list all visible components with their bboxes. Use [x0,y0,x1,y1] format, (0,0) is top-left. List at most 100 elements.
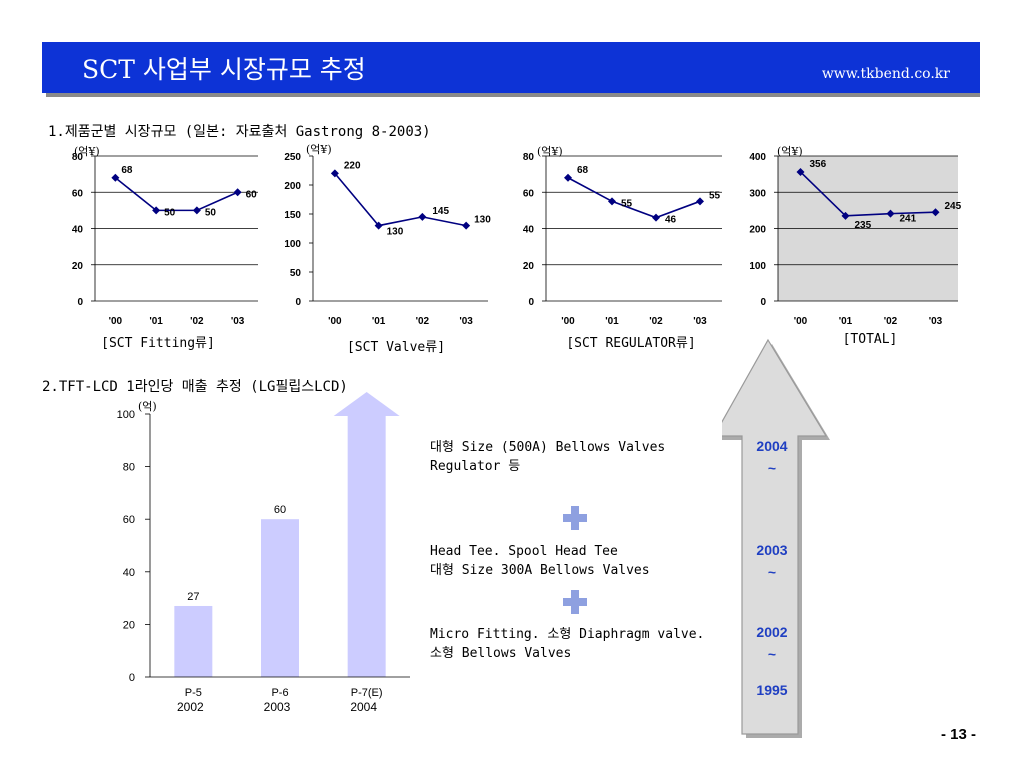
x-tick-label: '00 [794,316,808,327]
y-tick-label: 300 [749,188,766,199]
plus-icon [563,506,587,530]
x-tick-label: '02 [649,316,663,327]
fitting-caption: [SCT Fitting류] [101,336,215,351]
total-caption: [TOTAL] [842,332,898,347]
series-line [114,177,238,212]
data-point [608,197,616,206]
fitting-line-chart: 0 20 40 60 80 '00 '01 '02 '03 68 50 50 60 [72,152,258,327]
regulator-line-chart: 0 20 40 60 80 '00 '01 '02 '03 68 55 46 55 [523,152,722,327]
y-tick-label: 200 [749,225,766,236]
bar-arrow [333,392,400,677]
data-label: 241 [900,214,917,225]
bar [261,519,299,677]
regulator-unit-label: (억¥) [537,145,563,158]
x-tick-label: P-5 [185,687,202,699]
y-tick-label: 250 [284,152,301,163]
data-label: 50 [205,207,217,218]
data-point [931,208,940,217]
series-line [334,172,467,227]
y-tick-label: 80 [123,462,135,474]
data-point [192,206,201,215]
x-tick-label: '02 [416,316,430,327]
x-tick-label: '00 [561,316,575,327]
data-label: 220 [344,160,361,171]
data-point [886,209,895,218]
y-tick-label: 60 [523,188,535,199]
y-tick-label: 60 [123,514,135,526]
data-label: 68 [577,165,589,176]
data-label: 245 [945,201,962,212]
valve-line-chart: 0 50 100 150 200 250 '00 '01 '02 '03 220 130 145 130 [284,152,491,327]
header-shadow [46,93,980,97]
data-point [330,169,339,178]
fitting-unit-label: (억¥) [74,145,100,158]
y-tick-label: 0 [528,297,534,308]
x-tick-label: '01 [149,316,163,327]
data-point [696,197,704,206]
y-tick-label: 40 [523,225,535,236]
product-text-2004: 대형 Size (500A) Bellows Valves Regulator … [430,440,666,474]
data-point [841,211,850,220]
y-tick-label: 60 [72,188,84,199]
data-label: 46 [665,215,677,226]
data-label: 55 [621,198,633,209]
y-tick-label: 200 [284,181,301,192]
y-tick-label: 100 [284,239,301,250]
data-point [152,206,161,215]
x-tick-year-label: 2004 [350,700,377,714]
x-tick-label: P-6 [271,687,288,699]
y-tick-label: 0 [295,297,301,308]
y-tick-label: 20 [72,261,84,272]
bar-data-label: 27 [187,591,199,603]
bar [174,605,213,677]
x-tick-year-label: 2003 [264,700,291,714]
data-label: 60 [246,189,258,200]
y-tick-label: 40 [123,567,135,579]
x-tick-year-label: 2002 [177,700,204,714]
timeline-arrow [722,338,830,738]
data-label: 356 [810,159,827,170]
data-label: 55 [709,190,721,201]
y-tick-label: 80 [72,152,84,163]
data-label: 130 [474,215,491,226]
data-point [796,167,805,176]
data-point [233,188,242,197]
regulator-caption: [SCT REGULATOR류] [566,336,696,351]
x-tick-label: '03 [231,316,245,327]
year-label-2003: 2003 ~ [756,542,788,580]
year-label-2002: 2002 ~ [756,624,788,662]
x-tick-label: '02 [884,316,898,327]
year-label-2004: 2004 ~ [756,438,788,476]
x-tick-label: '03 [459,316,473,327]
y-tick-label: 0 [77,297,83,308]
section1-title: 1.제품군별 시장규모 (일본: 자료출처 Gastrong 8-2003) [48,124,431,140]
y-tick-label: 0 [760,297,766,308]
y-tick-label: 40 [72,225,84,236]
y-tick-label: 20 [523,261,535,272]
data-point [111,173,120,182]
x-tick-label: '00 [109,316,123,327]
y-tick-label: 50 [290,268,302,279]
website-url: www.tkbend.co.kr [821,66,950,82]
bar-data-label: 60 [274,504,286,516]
page-title: SCT 사업부 시장규모 추정 [82,55,366,84]
data-point [462,221,471,230]
y-tick-label: 100 [117,409,135,421]
x-tick-label: P-7(E) [351,687,383,699]
data-label: 235 [855,220,872,231]
valve-caption: [SCT Valve류] [346,340,446,355]
plus-icon [563,590,587,614]
product-text-2002: Micro Fitting. 소형 Diaphragm valve. 소형 Be… [430,627,705,661]
data-label: 68 [121,165,133,176]
data-label: 145 [432,206,449,217]
page-number: - 13 - [940,726,976,743]
x-tick-label: '01 [839,316,853,327]
x-tick-label: '00 [328,316,342,327]
y-tick-label: 20 [123,619,135,631]
data-point [374,221,383,230]
y-tick-label: 100 [749,261,766,272]
y-tick-label: 80 [523,152,535,163]
y-tick-label: 400 [749,152,766,163]
y-tick-label: 0 [129,672,135,684]
